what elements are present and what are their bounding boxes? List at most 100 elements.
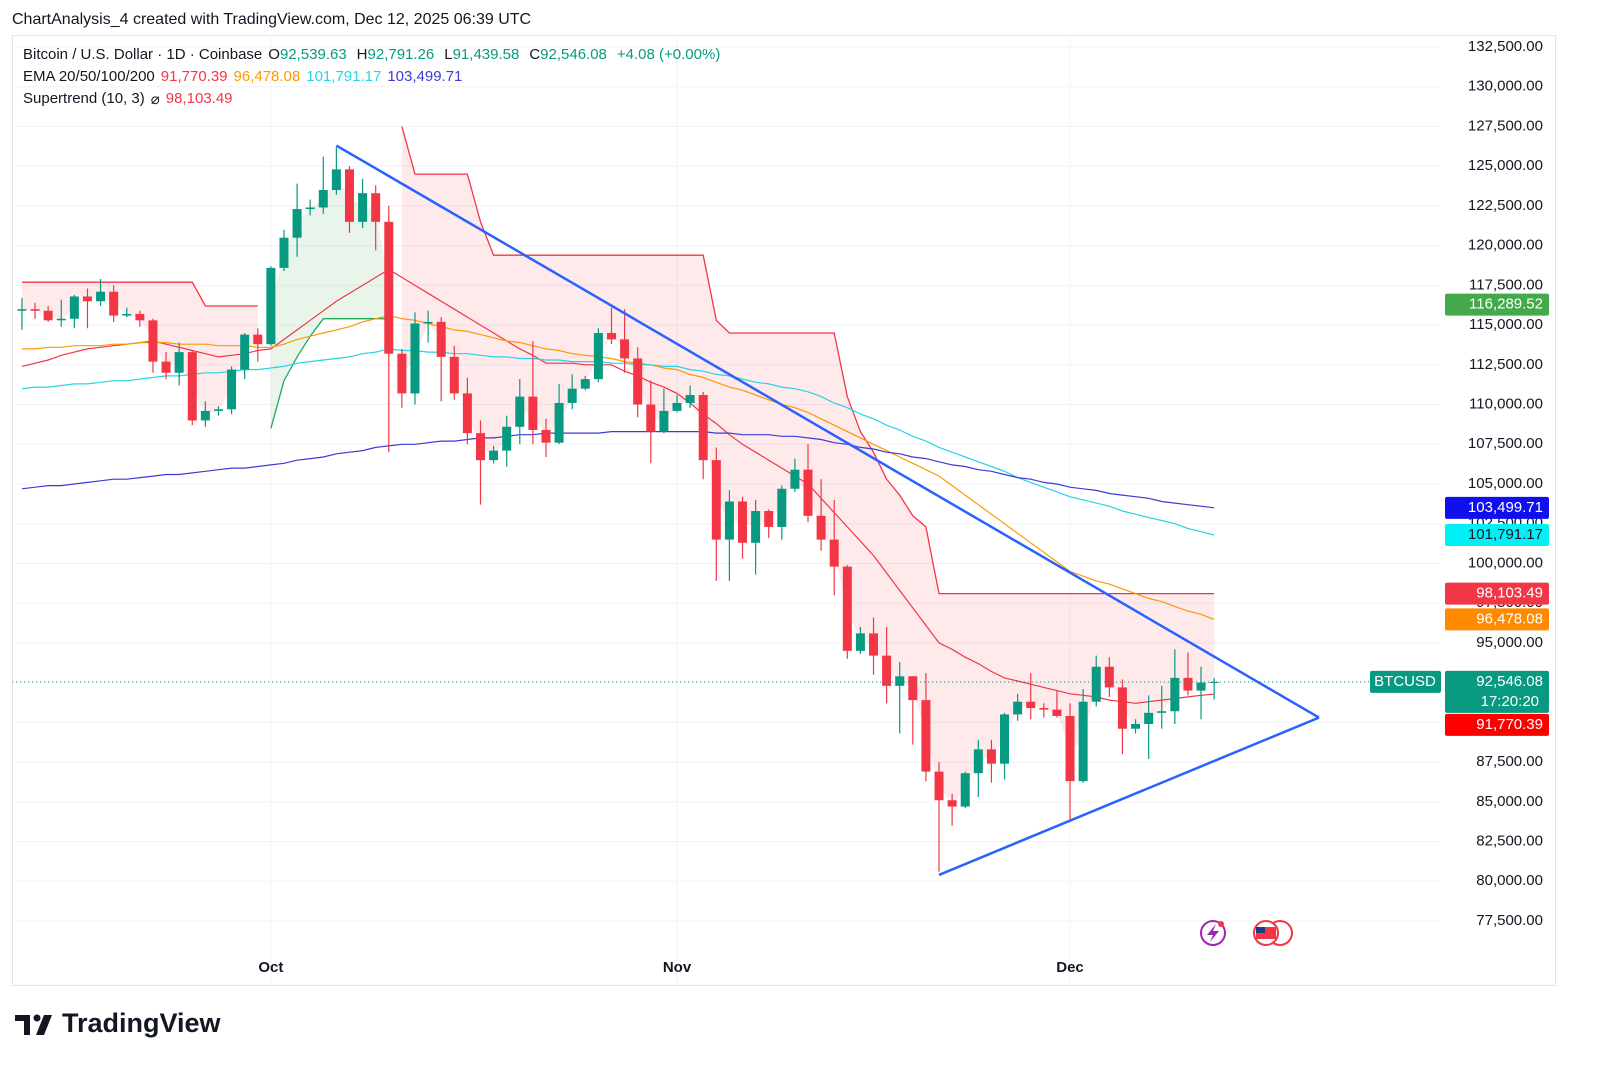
- candle-body: [986, 749, 996, 764]
- candle-body: [122, 313, 132, 316]
- candle-body: [436, 321, 446, 357]
- candle-body: [17, 309, 27, 311]
- candle-body: [213, 409, 223, 411]
- price-tag-label: 98,103.49: [1476, 585, 1543, 602]
- candle-body: [646, 404, 656, 432]
- candle-body: [934, 771, 944, 801]
- candle-body: [711, 460, 721, 540]
- candle-body: [672, 402, 682, 411]
- y-tick-label: 125,000.00: [1468, 157, 1543, 174]
- candle-body: [554, 402, 564, 443]
- candle-body: [358, 193, 368, 222]
- candle-body: [1000, 714, 1010, 764]
- price-tag-label: 92,546.08: [1476, 673, 1543, 690]
- candle-body: [541, 429, 551, 443]
- y-tick-label: 115,000.00: [1469, 316, 1543, 333]
- candle-body: [1039, 708, 1049, 710]
- ema-line: [21, 431, 1215, 509]
- candle-body: [620, 339, 630, 359]
- candle-body: [109, 291, 119, 316]
- candle-body: [1091, 666, 1101, 702]
- candle-body: [82, 296, 92, 302]
- price-tag-label: 103,499.71: [1468, 499, 1543, 516]
- candle-body: [1013, 701, 1023, 715]
- event-icons: [1200, 920, 1293, 946]
- candle-body: [1196, 682, 1206, 691]
- y-tick-label: 130,000.00: [1468, 78, 1543, 95]
- candle-body: [580, 379, 590, 389]
- candle-body: [659, 410, 669, 432]
- brand-name: TradingView: [62, 1008, 222, 1038]
- ohlc-key: C: [529, 46, 541, 63]
- candle-body: [1026, 701, 1036, 709]
- y-tick-label: 95,000.00: [1476, 634, 1543, 651]
- candle-body: [489, 450, 499, 461]
- candle-body: [1065, 716, 1075, 782]
- change: +4.08 (+0.00%): [616, 46, 721, 63]
- candle-body: [829, 539, 839, 567]
- candle-body: [803, 469, 813, 516]
- price-tag: [1445, 608, 1549, 631]
- candle-body: [187, 352, 197, 421]
- y-tick-label: 85,000.00: [1476, 793, 1543, 810]
- y-tick-label: 110,000.00: [1469, 396, 1543, 413]
- lightning-dot: [1218, 921, 1224, 927]
- candle-body: [947, 800, 957, 807]
- price-tag: [1445, 523, 1549, 546]
- ohlc-pair: H92,791.26: [357, 46, 435, 63]
- candle-body: [764, 511, 774, 527]
- candle-body: [135, 313, 145, 321]
- candle-body: [410, 323, 420, 394]
- y-tick-label: 100,000.00: [1468, 554, 1543, 571]
- ohlc-key: L: [444, 46, 453, 63]
- candle-body: [869, 633, 879, 656]
- candle-body: [227, 369, 237, 410]
- supertrend-symbol: ⌀: [150, 91, 160, 108]
- candle-body: [148, 320, 158, 362]
- price-tag: [1445, 670, 1549, 713]
- candle-body: [1131, 723, 1141, 729]
- price-tag-label: 96,478.08: [1476, 610, 1543, 627]
- candle-body: [751, 511, 761, 543]
- symbol-name: Bitcoin / U.S. Dollar · 1D · Coinbase: [23, 46, 263, 63]
- candle-body: [69, 296, 79, 319]
- candle-body: [56, 318, 66, 321]
- candle-body: [777, 488, 787, 527]
- y-tick-label: 87,500.00: [1476, 753, 1543, 770]
- ohlc-key: H: [356, 46, 368, 63]
- price-tag: [1445, 582, 1549, 605]
- y-tick-label: 122,500.00: [1468, 197, 1543, 214]
- candle-body: [921, 700, 931, 772]
- price-tag: [1445, 293, 1549, 316]
- logo-mark: [33, 1014, 41, 1022]
- y-tick-label: 107,500.00: [1468, 435, 1543, 452]
- ema-value: 103,499.71: [387, 68, 463, 85]
- y-tick-label: 82,500.00: [1476, 833, 1543, 850]
- candle-body: [161, 361, 171, 373]
- candle-body: [371, 193, 381, 222]
- candle-body: [331, 169, 341, 191]
- candle-body: [344, 169, 354, 222]
- ohlc-pair: O92,539.63: [268, 46, 346, 63]
- candle-body: [318, 190, 328, 208]
- ohlc-key: O: [268, 46, 280, 63]
- y-tick-label: 112,500.00: [1469, 356, 1543, 373]
- candle-body: [842, 566, 852, 651]
- x-tick-label: Dec: [1056, 959, 1084, 976]
- candle-body: [1104, 666, 1114, 688]
- supertrend-line: [270, 318, 389, 429]
- ema-line: [22, 314, 1215, 620]
- candle-body: [449, 356, 459, 394]
- trendline: [335, 144, 1320, 719]
- candle-body: [397, 353, 407, 394]
- candle-body: [960, 773, 970, 807]
- ohlc-pair: L91,439.58: [444, 46, 519, 63]
- candle-body: [724, 501, 734, 540]
- y-tick-label: 117,500.00: [1469, 276, 1543, 293]
- ohlc-value: 92,539.63: [279, 46, 347, 63]
- candle-body: [633, 358, 643, 405]
- flag-canton: [1256, 927, 1265, 933]
- candle-body: [1052, 709, 1062, 717]
